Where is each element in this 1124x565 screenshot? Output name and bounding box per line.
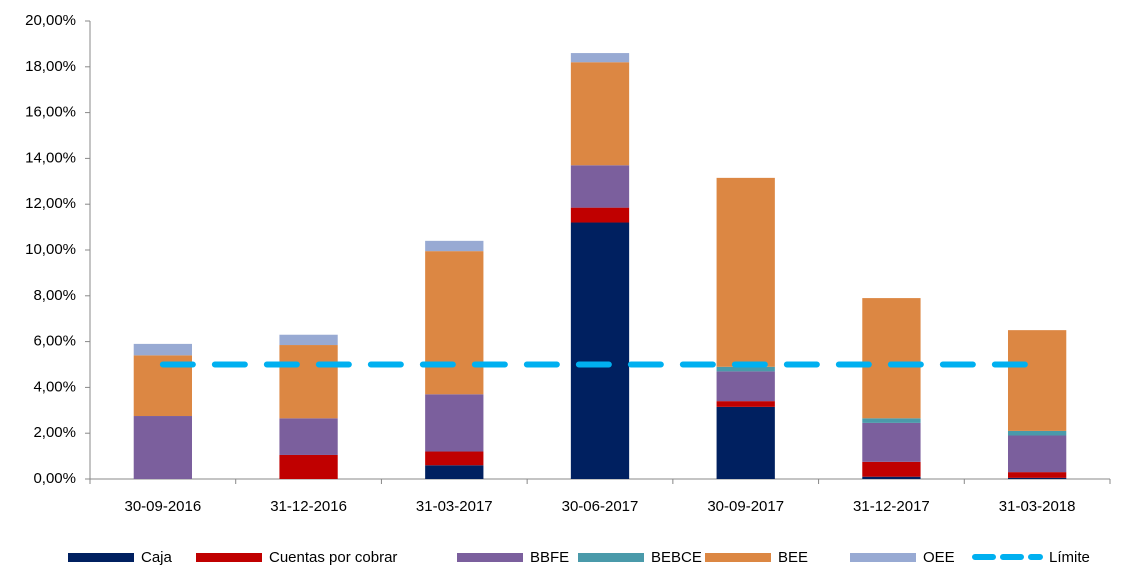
- bar-segment: [570, 222, 630, 479]
- bar-segment: [133, 416, 192, 479]
- bar-segment: [570, 53, 630, 63]
- bar-segment: [570, 207, 630, 223]
- bar-segment: [279, 454, 338, 479]
- legend-label: BEE: [778, 549, 808, 565]
- bar-segment: [716, 406, 775, 479]
- bar-segment: [1008, 430, 1067, 436]
- y-tick-label: 10,00%: [25, 241, 76, 258]
- x-tick-label: 31-12-2016: [270, 498, 347, 515]
- bar-segment: [425, 394, 484, 452]
- bar-segment: [862, 461, 921, 477]
- bar-segment: [716, 371, 775, 402]
- x-tick-label: 30-09-2016: [124, 498, 201, 515]
- legend-swatch: [68, 553, 134, 562]
- bar-segment: [862, 422, 921, 462]
- bar-segment: [425, 240, 484, 252]
- legend-swatch: [850, 553, 916, 562]
- bar-segment: [425, 451, 484, 466]
- x-tick-label: 31-03-2017: [416, 498, 493, 515]
- bar-segment: [570, 165, 630, 208]
- y-tick-label: 2,00%: [33, 424, 76, 441]
- bar-segment: [1008, 472, 1067, 478]
- bar-segment: [862, 476, 921, 479]
- legend-swatch: [196, 553, 262, 562]
- legend-label: BEBCE: [651, 549, 702, 565]
- x-tick-label: 31-12-2017: [853, 498, 930, 515]
- legend-swatch: [578, 553, 644, 562]
- x-tick-label: 30-06-2017: [562, 498, 639, 515]
- legend-label: OEE: [923, 549, 955, 565]
- bar-segment: [570, 62, 630, 166]
- x-tick-label: 31-03-2018: [999, 498, 1076, 515]
- y-tick-label: 0,00%: [33, 470, 76, 487]
- bar-segment: [279, 345, 338, 419]
- y-tick-label: 8,00%: [33, 287, 76, 304]
- y-tick-label: 20,00%: [25, 12, 76, 29]
- y-tick-label: 6,00%: [33, 333, 76, 350]
- bar-segment: [425, 251, 484, 395]
- x-tick-label: 30-09-2017: [707, 498, 784, 515]
- y-tick-label: 14,00%: [25, 149, 76, 166]
- bar-segment: [716, 366, 775, 372]
- bar-segment: [1008, 330, 1067, 431]
- bar-segment: [1008, 435, 1067, 473]
- bar-segment: [862, 418, 921, 423]
- legend-label: Límite: [1049, 549, 1090, 565]
- y-tick-label: 18,00%: [25, 58, 76, 75]
- legend-label: Caja: [141, 549, 173, 565]
- bar-segment: [1008, 477, 1067, 479]
- legend-swatch: [457, 553, 523, 562]
- bar-segment: [716, 177, 775, 367]
- y-tick-label: 16,00%: [25, 104, 76, 121]
- y-tick-label: 12,00%: [25, 195, 76, 212]
- legend-label: BBFE: [530, 549, 569, 565]
- legend-label: Cuentas por cobrar: [269, 549, 397, 565]
- bar-segment: [279, 418, 338, 455]
- bar-segment: [862, 298, 921, 419]
- bar-segment: [133, 343, 192, 356]
- legend-swatch: [705, 553, 771, 562]
- bar-segment: [279, 334, 338, 346]
- bar-segment: [425, 465, 484, 479]
- y-tick-label: 4,00%: [33, 378, 76, 395]
- bar-segment: [716, 401, 775, 407]
